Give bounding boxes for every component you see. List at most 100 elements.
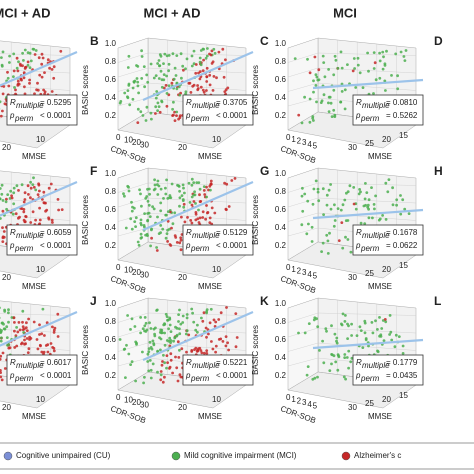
- point: [303, 192, 307, 196]
- x-tick-label: 4: [307, 270, 312, 279]
- point: [28, 335, 31, 339]
- point: [343, 107, 347, 111]
- point: [210, 49, 214, 53]
- fit-line: [312, 338, 424, 350]
- stats-box: [182, 224, 254, 256]
- box-edge: [117, 212, 149, 222]
- point: [42, 350, 46, 354]
- x-tick-label: 0: [116, 133, 121, 142]
- point: [0, 56, 3, 59]
- point: [343, 88, 347, 92]
- point: [352, 202, 356, 206]
- point: [5, 325, 9, 329]
- point: [197, 221, 201, 224]
- point: [56, 198, 60, 201]
- point: [210, 206, 214, 210]
- point: [150, 236, 154, 240]
- point: [359, 221, 363, 225]
- point: [326, 239, 330, 243]
- y-tick-label: 0.2: [275, 111, 287, 120]
- point: [162, 62, 165, 65]
- point: [31, 183, 35, 187]
- point: [190, 64, 194, 68]
- stat-label: p: [355, 241, 361, 250]
- point: [181, 321, 185, 324]
- point: [341, 246, 345, 250]
- point: [221, 340, 225, 343]
- point: [192, 49, 196, 53]
- point: [170, 81, 174, 85]
- point: [136, 240, 140, 244]
- r-value: = 0.5295: [40, 98, 72, 107]
- point: [196, 87, 200, 90]
- point: [362, 204, 366, 208]
- box-edge: [0, 214, 71, 221]
- point: [122, 192, 125, 196]
- point: [173, 119, 177, 122]
- point: [24, 326, 28, 330]
- point: [383, 79, 387, 83]
- point: [168, 194, 172, 197]
- point: [224, 58, 227, 62]
- point: [22, 331, 25, 334]
- stats-box: [6, 94, 78, 126]
- x-tick-label: 30: [140, 271, 149, 280]
- point: [153, 178, 157, 182]
- point: [28, 81, 31, 85]
- point: [6, 311, 10, 315]
- point: [202, 311, 206, 315]
- point: [163, 343, 167, 347]
- point: [26, 63, 30, 67]
- panel-letter: G: [260, 164, 269, 178]
- point: [130, 317, 134, 321]
- y-tick-label: 1.0: [105, 39, 117, 48]
- point: [184, 332, 188, 336]
- point: [178, 327, 181, 331]
- point: [159, 370, 163, 373]
- point: [403, 59, 407, 62]
- point: [50, 68, 54, 71]
- stat-label: p: [9, 111, 15, 120]
- point: [16, 330, 20, 334]
- point: [359, 329, 363, 332]
- point: [192, 62, 196, 66]
- point: [329, 207, 333, 211]
- point: [154, 105, 158, 109]
- z-tick-label: 20: [2, 273, 11, 282]
- point: [21, 51, 24, 55]
- point: [5, 207, 8, 211]
- y-tick-label: 0.4: [105, 223, 117, 232]
- y-tick-label: 0.8: [105, 317, 117, 326]
- point: [129, 217, 133, 221]
- point: [12, 69, 16, 73]
- y-tick-label: 0.4: [105, 353, 117, 362]
- point: [41, 307, 45, 311]
- p-value: = 0.5262: [386, 111, 418, 120]
- y-axis-label: BASIC scores: [81, 195, 90, 245]
- point: [350, 322, 353, 326]
- p-value: < 0.0001: [216, 111, 248, 120]
- point: [155, 309, 159, 312]
- point: [159, 224, 163, 227]
- point: [34, 49, 38, 52]
- point: [57, 208, 60, 212]
- point: [235, 336, 239, 339]
- point: [0, 321, 4, 325]
- point: [324, 327, 328, 331]
- point: [384, 181, 388, 185]
- point: [23, 342, 26, 346]
- point: [333, 115, 337, 118]
- point: [0, 354, 3, 358]
- z-axis-label: MMSE: [22, 412, 46, 421]
- point: [32, 176, 35, 180]
- point: [130, 200, 133, 204]
- point: [401, 344, 405, 348]
- point: [165, 54, 169, 58]
- point: [147, 369, 151, 373]
- point: [323, 75, 327, 79]
- point: [193, 190, 197, 194]
- y-tick-label: 0.6: [275, 335, 287, 344]
- z-tick-label: 20: [382, 265, 391, 274]
- point: [194, 212, 198, 216]
- point: [143, 324, 147, 328]
